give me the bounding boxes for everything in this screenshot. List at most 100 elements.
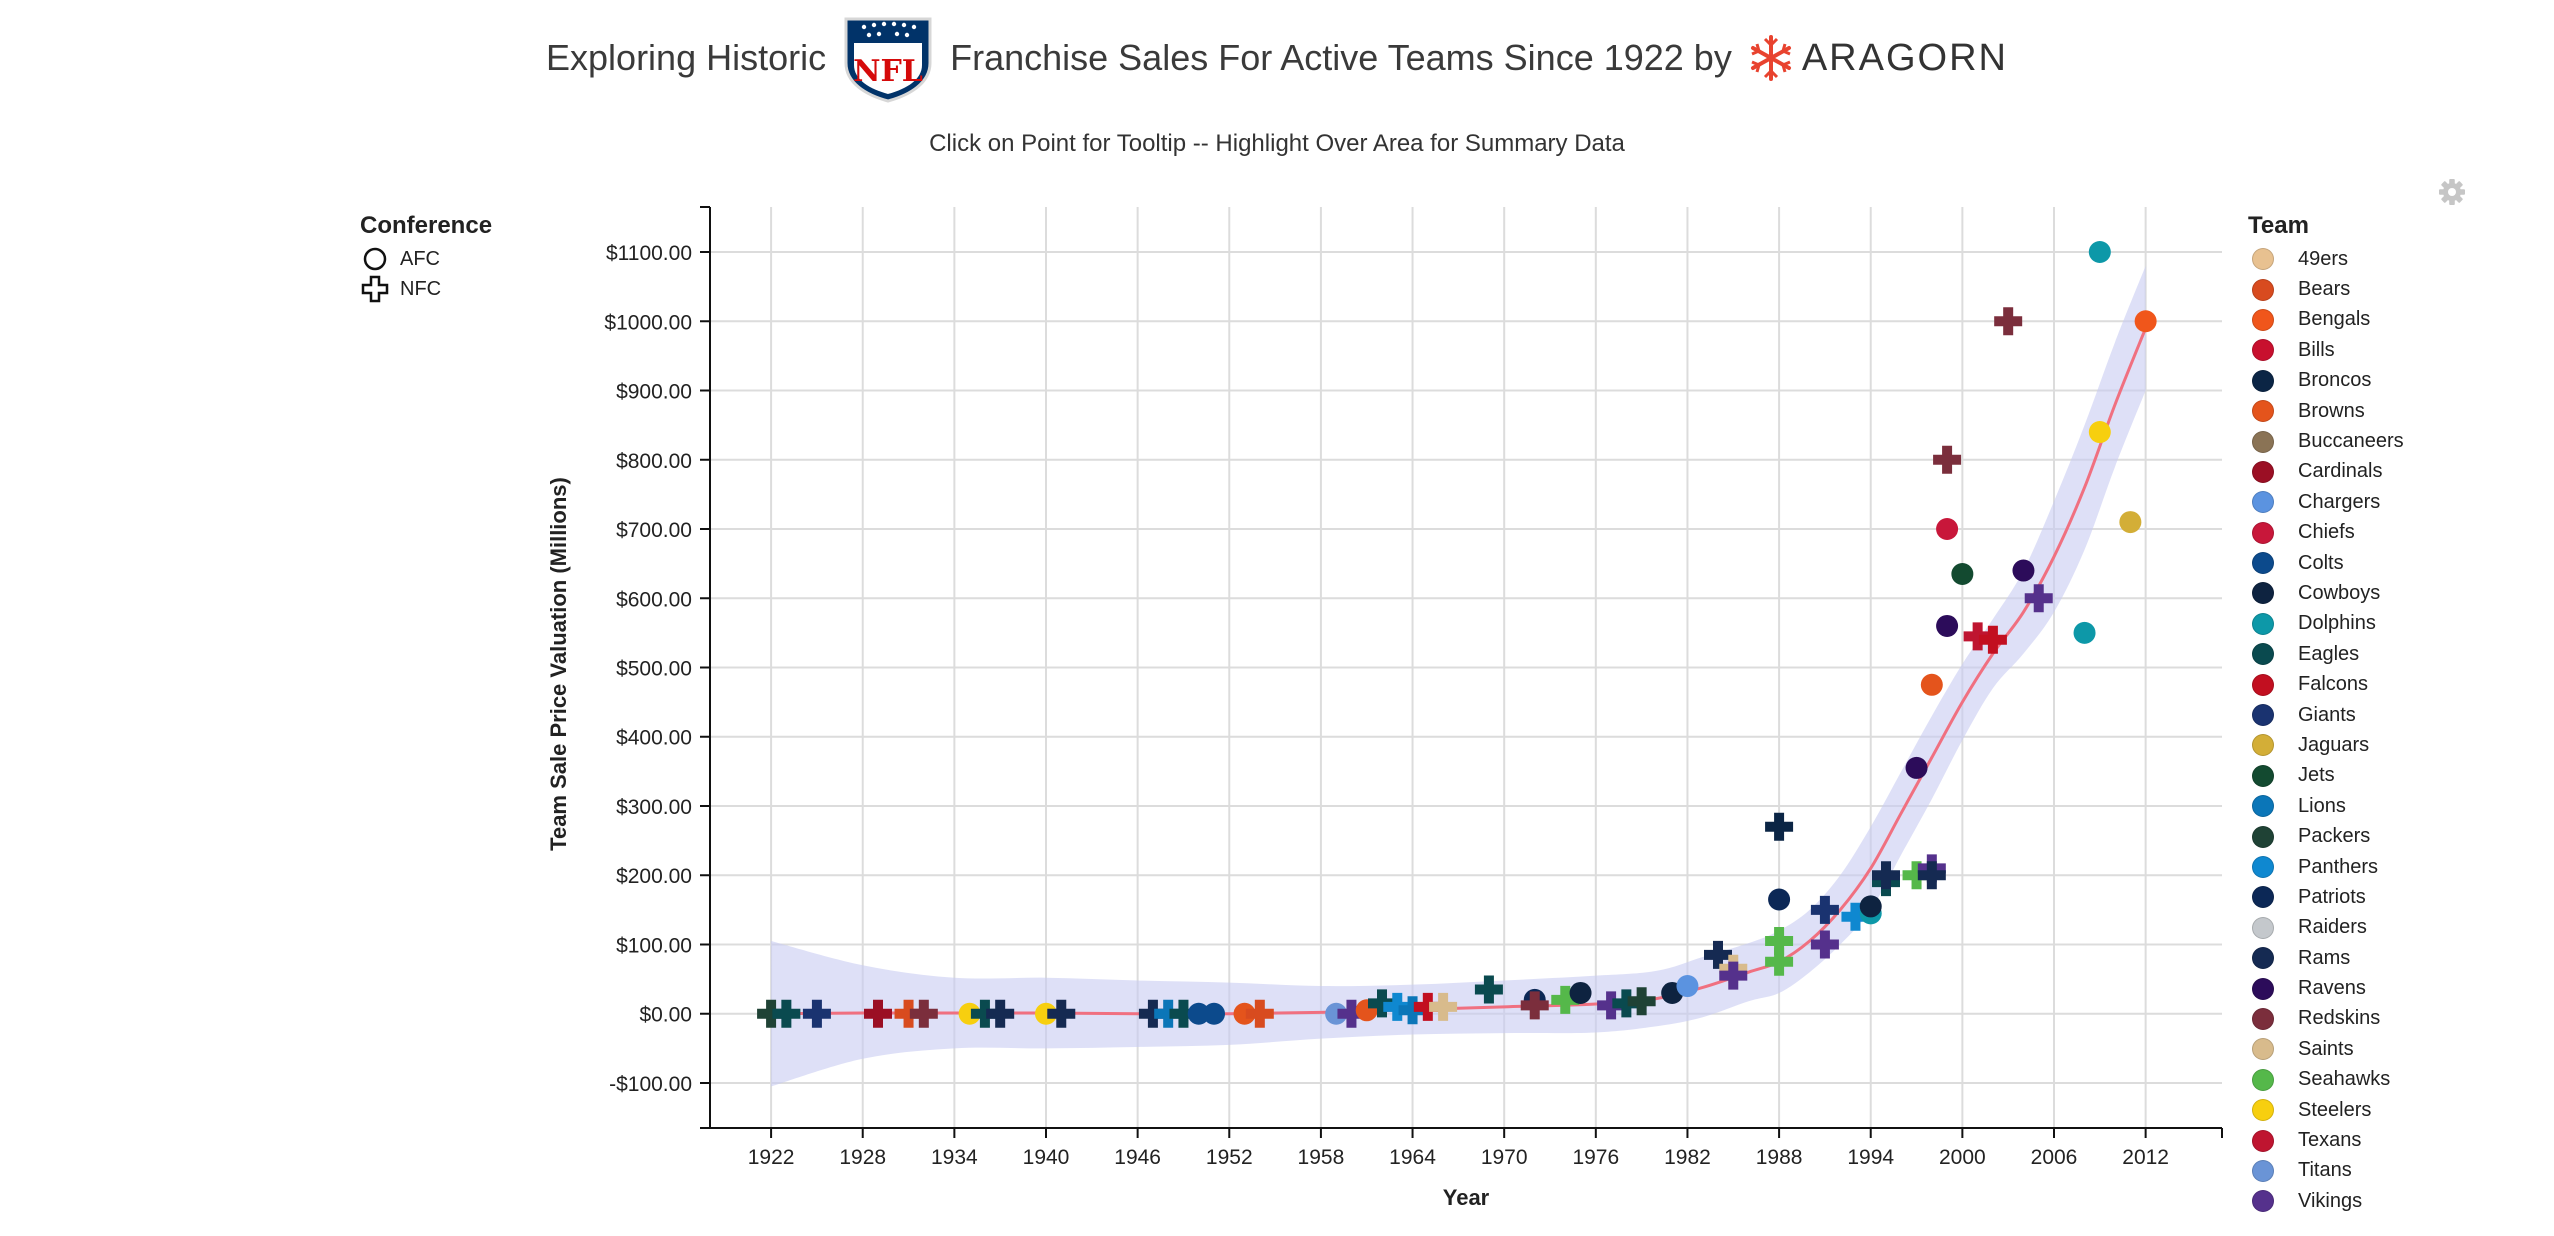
confidence-band[interactable] xyxy=(771,265,2146,1087)
afc-point-ravens[interactable] xyxy=(2012,559,2035,582)
afc-point-steelers[interactable] xyxy=(1035,1002,1057,1025)
team-legend-item[interactable]: Falcons xyxy=(2248,669,2404,699)
afc-point-colts[interactable] xyxy=(1187,1002,1210,1025)
team-legend-label: Colts xyxy=(2298,551,2344,574)
team-legend-item[interactable]: Panthers xyxy=(2248,852,2404,882)
legend-item-nfc[interactable]: NFC xyxy=(360,274,492,304)
afc-point-cowboys[interactable] xyxy=(1569,981,1592,1004)
nfc-point-redskins[interactable] xyxy=(1933,445,1962,474)
legend-item-afc[interactable]: AFC xyxy=(360,244,492,274)
nfc-point-eagles[interactable] xyxy=(970,999,999,1028)
nfc-point-bears[interactable] xyxy=(894,999,923,1028)
nfc-point-panthers[interactable] xyxy=(1841,902,1870,931)
nfc-point-texans[interactable] xyxy=(1963,622,1992,651)
nfc-point-rams[interactable] xyxy=(1138,999,1167,1028)
nfc-point-lions[interactable] xyxy=(1398,996,1427,1025)
team-legend-item[interactable]: Bengals xyxy=(2248,305,2404,335)
afc-point-jaguars[interactable] xyxy=(2119,511,2142,534)
team-legend-item[interactable]: 49ers xyxy=(2248,244,2404,274)
gear-icon[interactable] xyxy=(2438,178,2466,206)
afc-point-ravens[interactable] xyxy=(1905,756,1928,779)
nfc-point-lions[interactable] xyxy=(1154,999,1183,1028)
team-legend-item[interactable]: Colts xyxy=(2248,548,2404,578)
afc-point-browns[interactable] xyxy=(1233,1002,1256,1025)
afc-point-chargers[interactable] xyxy=(1676,975,1699,998)
nfc-point-packers[interactable] xyxy=(1627,987,1656,1016)
nfc-point-cardinals[interactable] xyxy=(864,999,892,1028)
nfc-point-vikings[interactable] xyxy=(1597,991,1626,1020)
afc-point-titans[interactable] xyxy=(1325,1002,1348,1025)
afc-point-patriots[interactable] xyxy=(1768,888,1791,911)
afc-point-dolphins[interactable] xyxy=(2073,621,2096,644)
afc-point-colts[interactable] xyxy=(1203,1002,1225,1025)
nfc-point-eagles[interactable] xyxy=(1368,989,1396,1018)
nfc-point-seahawks[interactable] xyxy=(1902,861,1931,890)
nfc-point-redskins[interactable] xyxy=(909,999,938,1028)
team-legend-item[interactable]: Jaguars xyxy=(2248,730,2404,760)
nfc-point-rams[interactable] xyxy=(986,999,1015,1028)
nfc-point-seahawks[interactable] xyxy=(1765,927,1794,956)
nfc-point-giants[interactable] xyxy=(802,999,831,1028)
nfc-point-rams[interactable] xyxy=(1917,861,1946,890)
team-legend-item[interactable]: Chargers xyxy=(2248,487,2404,517)
nfc-point-packers[interactable] xyxy=(757,999,786,1028)
nfc-point-broncos[interactable] xyxy=(1765,812,1794,841)
nfc-point-redskins[interactable] xyxy=(1520,991,1549,1020)
nfc-point-falcons[interactable] xyxy=(1978,625,2007,654)
nfc-point-bears[interactable] xyxy=(1245,999,1274,1028)
nfc-point-rams[interactable] xyxy=(1047,999,1076,1028)
nfc-point-eagles[interactable] xyxy=(772,999,801,1028)
team-legend-item[interactable]: Broncos xyxy=(2248,366,2404,396)
nfc-point-vikings[interactable] xyxy=(1337,999,1366,1028)
team-legend-item[interactable]: Redskins xyxy=(2248,1004,2404,1034)
nfc-point-vikings[interactable] xyxy=(2024,584,2053,613)
afc-point-bengals[interactable] xyxy=(2134,310,2157,333)
nfc-point-rams[interactable] xyxy=(1704,940,1732,969)
nfc-point-saints[interactable] xyxy=(1429,992,1458,1021)
team-legend-item[interactable]: Jets xyxy=(2248,761,2404,791)
team-legend-item[interactable]: Patriots xyxy=(2248,882,2404,912)
nfc-point-eagles[interactable] xyxy=(1169,999,1198,1028)
nfc-point-giants[interactable] xyxy=(1810,895,1839,924)
afc-point-chiefs[interactable] xyxy=(1936,518,1959,541)
team-legend-item[interactable]: Bears xyxy=(2248,274,2404,304)
team-legend-item[interactable]: Titans xyxy=(2248,1156,2404,1186)
nfc-point-seahawks[interactable] xyxy=(1551,985,1580,1014)
afc-point-steelers[interactable] xyxy=(958,1002,981,1025)
nfc-point-redskins[interactable] xyxy=(1994,307,2023,336)
nfc-point-seahawks[interactable] xyxy=(1765,947,1794,976)
afc-point-cowboys[interactable] xyxy=(1859,895,1882,918)
nfc-point-panthers[interactable] xyxy=(1383,992,1412,1021)
nfc-point-falcons[interactable] xyxy=(1413,992,1442,1021)
team-legend-item[interactable]: Cowboys xyxy=(2248,578,2404,608)
team-legend-item[interactable]: Seahawks xyxy=(2248,1065,2404,1095)
team-legend-item[interactable]: Vikings xyxy=(2248,1186,2404,1216)
team-legend-item[interactable]: Steelers xyxy=(2248,1095,2404,1125)
team-legend-item[interactable]: Buccaneers xyxy=(2248,426,2404,456)
afc-point-ravens[interactable] xyxy=(1936,614,1959,637)
team-legend-item[interactable]: Eagles xyxy=(2248,639,2404,669)
team-legend-item[interactable]: Ravens xyxy=(2248,973,2404,1003)
team-legend-item[interactable]: Giants xyxy=(2248,700,2404,730)
nfc-point-eagles[interactable] xyxy=(1474,975,1503,1004)
team-legend-item[interactable]: Bills xyxy=(2248,335,2404,365)
team-legend-item[interactable]: Chiefs xyxy=(2248,518,2404,548)
team-legend-item[interactable]: Saints xyxy=(2248,1034,2404,1064)
title-left: Exploring Historic xyxy=(546,37,827,78)
team-legend-item[interactable]: Browns xyxy=(2248,396,2404,426)
afc-point-browns[interactable] xyxy=(1920,673,1943,696)
team-legend-item[interactable]: Cardinals xyxy=(2248,457,2404,487)
team-legend-item[interactable]: Texans xyxy=(2248,1125,2404,1155)
afc-point-jets[interactable] xyxy=(1951,563,1974,586)
nfc-point-vikings[interactable] xyxy=(1719,961,1748,990)
afc-point-dolphins[interactable] xyxy=(2088,241,2111,264)
team-legend-item[interactable]: Dolphins xyxy=(2248,609,2404,639)
team-legend-item[interactable]: Rams xyxy=(2248,943,2404,973)
team-legend-item[interactable]: Packers xyxy=(2248,821,2404,851)
nfc-point-rams[interactable] xyxy=(1872,861,1900,890)
nfc-point-vikings[interactable] xyxy=(1810,930,1839,959)
team-legend-item[interactable]: Raiders xyxy=(2248,913,2404,943)
afc-point-steelers[interactable] xyxy=(2088,421,2111,444)
nfc-point-eagles[interactable] xyxy=(1612,989,1641,1018)
team-legend-item[interactable]: Lions xyxy=(2248,791,2404,821)
